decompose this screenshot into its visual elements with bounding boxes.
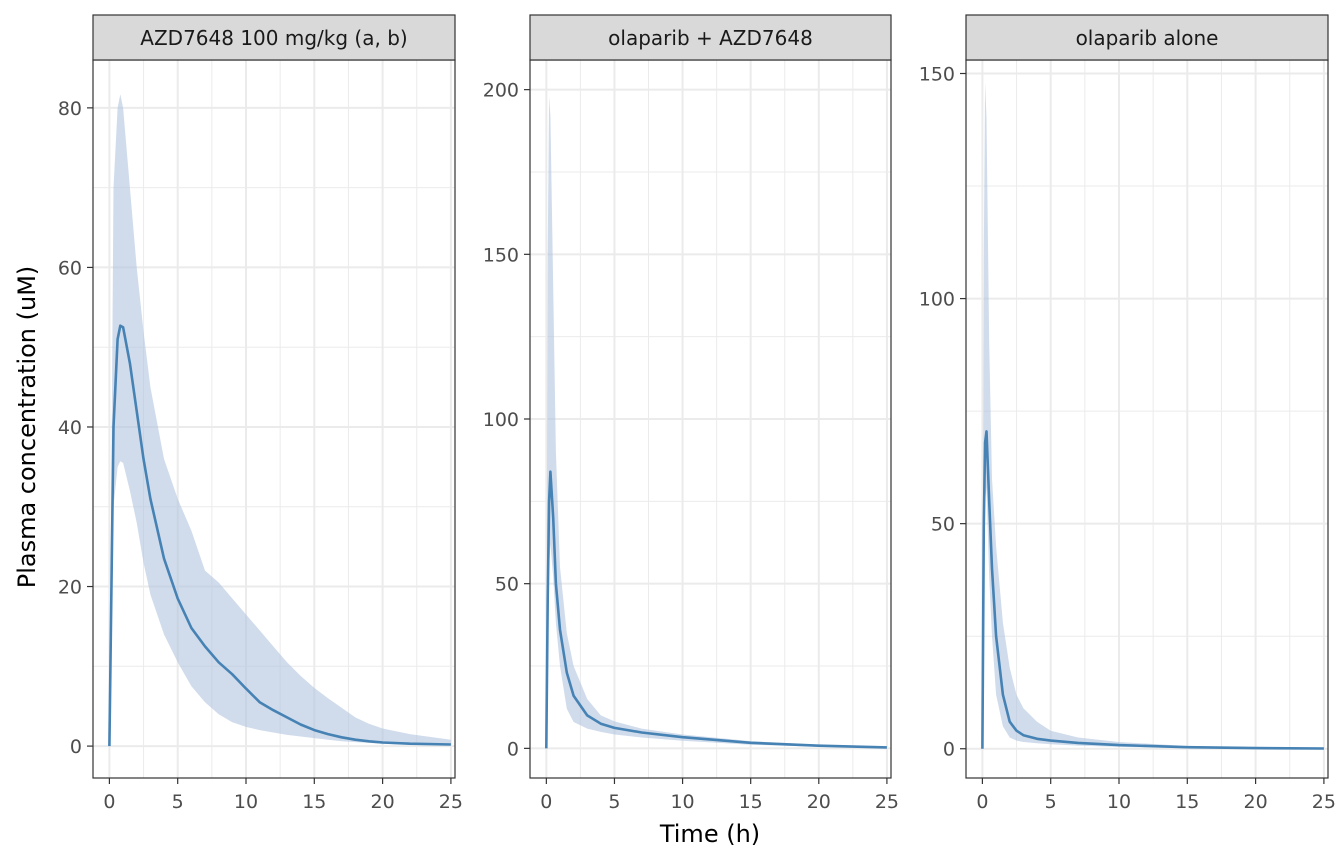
y-axis-title: Plasma concentration (uM) xyxy=(13,266,41,589)
x-tick-label: 20 xyxy=(1244,791,1268,813)
x-tick-label: 20 xyxy=(807,791,831,813)
series-group xyxy=(108,94,451,747)
x-axis-title: Time (h) xyxy=(659,820,760,848)
y-tick-label: 50 xyxy=(931,514,955,536)
strip-background xyxy=(92,14,456,61)
facet-panel-2: olaparib + AZD7648 0 5 10 15 20 25 0 50 100 150 200 xyxy=(483,14,899,813)
y-tick-label: 20 xyxy=(58,577,82,599)
x-tick-label: 25 xyxy=(875,791,899,813)
strip-title: AZD7648 100 mg/kg (a, b) xyxy=(140,26,407,50)
x-tick-label: 15 xyxy=(302,791,326,813)
y-tick-label: 0 xyxy=(943,739,955,761)
panel-background xyxy=(966,60,1328,778)
strip-background xyxy=(529,14,892,61)
x-tick-label: 0 xyxy=(976,791,988,813)
y-tick-label: 100 xyxy=(919,289,955,311)
facet-panel-1: AZD7648 100 mg/kg (a, b) 0 5 10 15 20 25 0 20 40 6… xyxy=(58,14,463,813)
y-tick-label: 0 xyxy=(507,738,519,760)
x-tick-label: 25 xyxy=(1312,791,1336,813)
strip-title: olaparib alone xyxy=(1076,26,1219,50)
series-group xyxy=(545,96,887,749)
facet-panels: AZD7648 100 mg/kg (a, b) 0 5 10 15 20 25 0 20 40 6… xyxy=(58,14,1336,813)
x-tick-label: 5 xyxy=(172,791,184,813)
confidence-band xyxy=(109,94,451,747)
x-tick-label: 25 xyxy=(439,791,463,813)
x-tick-label: 5 xyxy=(608,791,620,813)
confidence-band xyxy=(546,96,887,749)
y-tick-label: 200 xyxy=(483,80,519,102)
y-tick-label: 80 xyxy=(58,98,82,120)
x-tick-label: 10 xyxy=(234,791,258,813)
x-tick-label: 0 xyxy=(540,791,552,813)
x-tick-label: 0 xyxy=(103,791,115,813)
series-group xyxy=(981,82,1324,750)
x-tick-label: 10 xyxy=(1107,791,1131,813)
y-tick-label: 150 xyxy=(919,64,955,86)
y-tick-label: 150 xyxy=(483,244,519,266)
mean-line xyxy=(108,324,451,747)
gridlines xyxy=(530,60,891,778)
mean-line xyxy=(981,430,1324,750)
strip-background xyxy=(965,14,1329,61)
x-tick-label: 15 xyxy=(1175,791,1199,813)
y-tick-label: 100 xyxy=(483,409,519,431)
facet-panel-3: olaparib alone 0 5 10 15 20 25 0 50 100 150 xyxy=(919,14,1336,813)
y-tick-label: 0 xyxy=(70,736,82,758)
y-tick-label: 40 xyxy=(58,417,82,439)
x-tick-label: 15 xyxy=(739,791,763,813)
x-tick-label: 10 xyxy=(670,791,694,813)
x-tick-label: 20 xyxy=(371,791,395,813)
gridlines xyxy=(966,60,1328,778)
y-tick-label: 50 xyxy=(495,574,519,596)
mean-line xyxy=(545,470,887,749)
x-tick-label: 5 xyxy=(1045,791,1057,813)
y-tick-label: 60 xyxy=(58,257,82,279)
strip-title: olaparib + AZD7648 xyxy=(608,26,813,50)
